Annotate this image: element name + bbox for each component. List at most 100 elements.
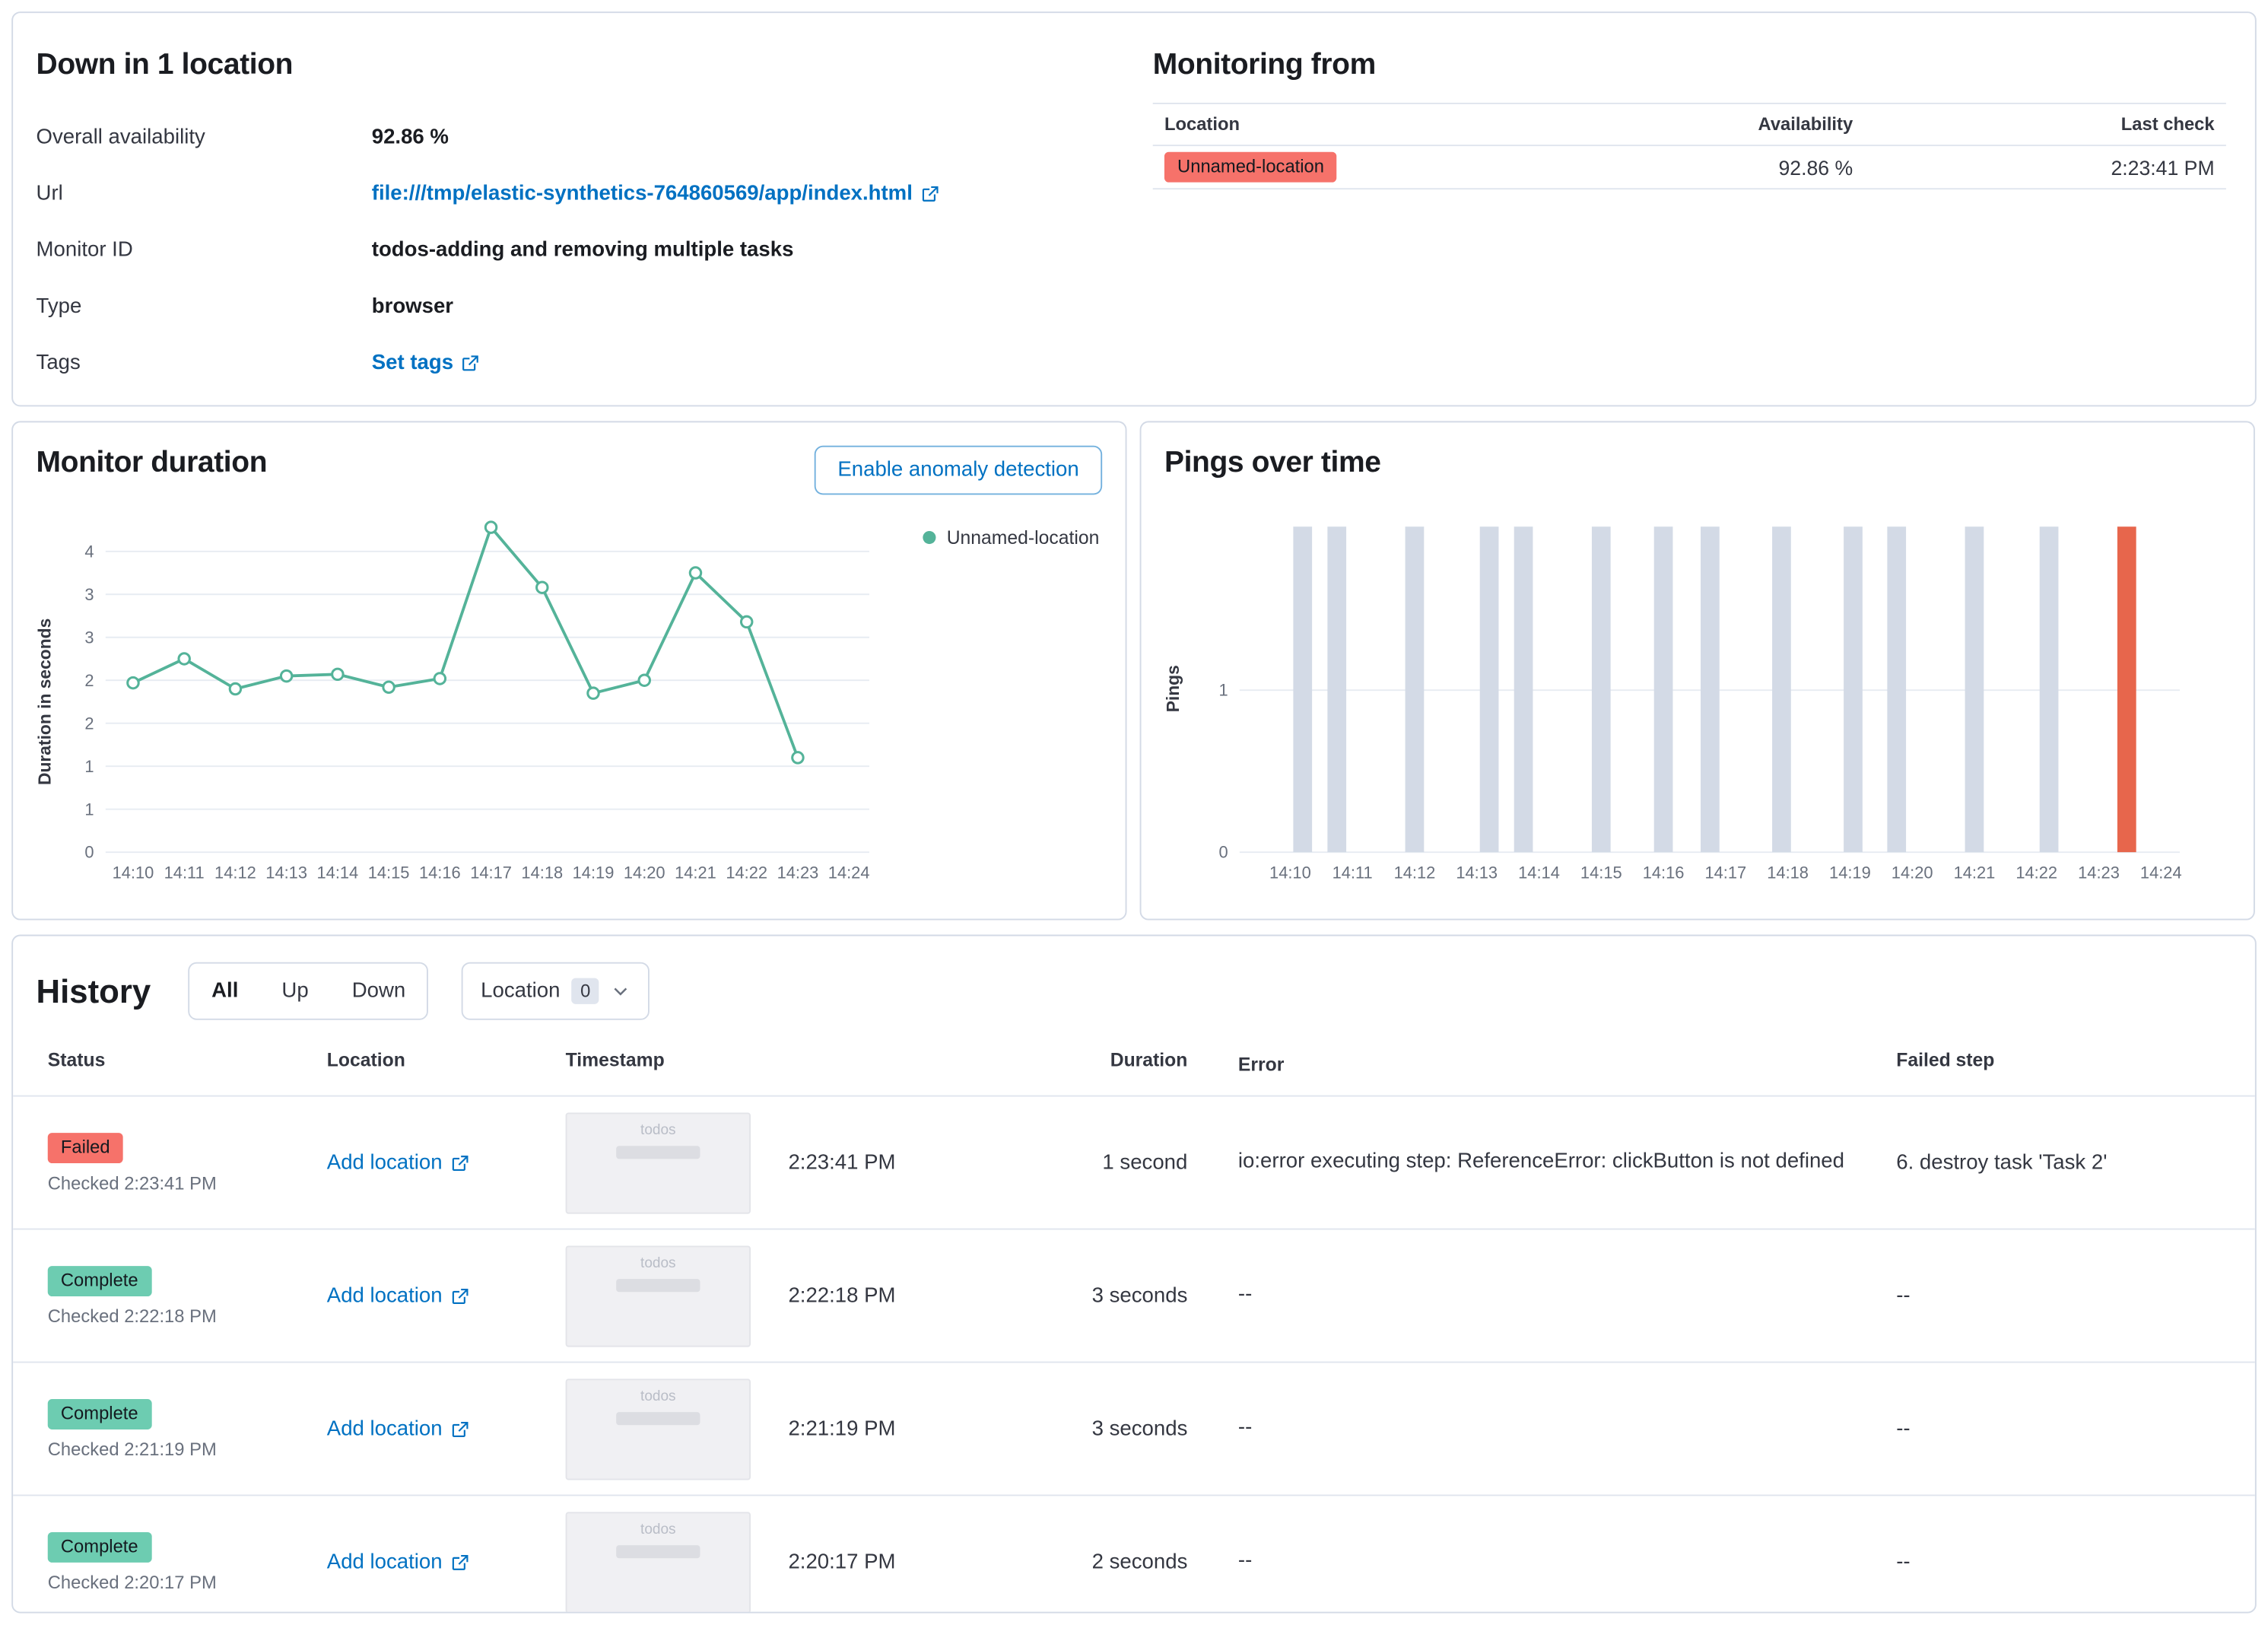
timestamp-cell: todos 2:21:19 PM <box>565 1378 1075 1480</box>
screenshot-thumbnail[interactable]: todos <box>565 1111 751 1213</box>
failed-step-cell: -- <box>1896 1417 1911 1441</box>
filter-up-button[interactable]: Up <box>260 964 330 1019</box>
status-summary-left: Down in 1 location Overall availability … <box>13 13 1141 405</box>
enable-anomaly-detection-button[interactable]: Enable anomaly detection <box>814 445 1103 495</box>
pings-bar-chart: 0 1 14:10 14:11 14:12 14:13 14:14 14:15 14:16 14:… <box>1164 526 2182 882</box>
svg-text:0: 0 <box>84 843 94 862</box>
timestamp-cell: todos 2:23:41 PM <box>565 1111 1075 1213</box>
set-tags-link[interactable]: Set tags <box>372 348 480 377</box>
monitoring-from-row: Unnamed-location 92.86 % 2:23:41 PM <box>1152 146 2226 190</box>
screenshot-thumbnail[interactable]: todos <box>565 1378 751 1480</box>
timestamp-value: 2:22:18 PM <box>788 1283 896 1308</box>
svg-text:3: 3 <box>84 585 94 604</box>
svg-text:14:15: 14:15 <box>1580 863 1622 882</box>
history-title: History <box>36 972 151 1010</box>
field-label: Type <box>36 294 82 319</box>
col-availability: Availability <box>1758 114 1853 135</box>
failed-step-cell: -- <box>1896 1283 1911 1308</box>
field-label: Tags <box>36 351 81 375</box>
svg-text:14:11: 14:11 <box>1333 863 1373 882</box>
timestamp-cell: todos 2:22:18 PM <box>565 1245 1075 1347</box>
field-url: Url file:///tmp/elastic-synthetics-76486… <box>37 180 1142 208</box>
svg-text:3: 3 <box>84 628 94 647</box>
history-panel: History All Up Down Location 0 Status Lo… <box>11 934 2257 1614</box>
svg-text:4: 4 <box>84 542 94 561</box>
col-timestamp: Timestamp <box>565 1048 665 1071</box>
svg-text:2: 2 <box>84 671 94 690</box>
svg-text:14:22: 14:22 <box>726 863 767 882</box>
field-value: 92.86 % <box>371 126 449 149</box>
availability-value: 92.86 % <box>1778 155 1853 179</box>
error-cell: io:error executing step: ReferenceError:… <box>1237 1150 1844 1174</box>
legend-label: Unnamed-location <box>946 526 1100 549</box>
field-tags: Tags Set tags <box>37 348 1142 377</box>
status-cell: Complete Checked 2:20:17 PM <box>47 1531 327 1592</box>
svg-text:14:10: 14:10 <box>1269 863 1311 882</box>
checked-timestamp: Checked 2:20:17 PM <box>47 1572 217 1592</box>
status-cell: Complete Checked 2:21:19 PM <box>47 1398 327 1459</box>
location-count-badge: 0 <box>571 978 599 1004</box>
failed-step-cell: 6. destroy task 'Task 2' <box>1896 1150 2108 1175</box>
timestamp-cell: todos 2:20:17 PM <box>565 1511 1075 1612</box>
monitor-duration-title: Monitor duration <box>36 445 268 479</box>
location-cell: Add location <box>327 1550 566 1573</box>
external-link-icon <box>462 355 479 371</box>
svg-text:14:20: 14:20 <box>1892 863 1933 882</box>
external-link-icon <box>452 1155 469 1171</box>
screenshot-thumbnail[interactable]: todos <box>565 1511 751 1612</box>
location-filter-dropdown[interactable]: Location 0 <box>462 962 650 1020</box>
status-summary-panel: Down in 1 location Overall availability … <box>11 11 2257 407</box>
history-table-row: Complete Checked 2:20:17 PM Add location… <box>13 1496 2255 1612</box>
svg-text:1: 1 <box>1218 681 1228 700</box>
duration-line-chart: 0 1 1 2 2 3 3 4 14:10 14:11 14:12 14:13 14:14 14:15 14… <box>37 520 870 882</box>
checked-timestamp: Checked 2:22:18 PM <box>47 1305 217 1326</box>
svg-text:14:12: 14:12 <box>1394 863 1436 882</box>
duration-cell: 2 seconds <box>1091 1550 1188 1574</box>
col-duration: Duration <box>1110 1048 1188 1071</box>
add-location-link[interactable]: Add location <box>327 1151 469 1174</box>
field-type: Type browser <box>37 292 1142 321</box>
external-link-icon <box>452 1288 469 1304</box>
field-overall-availability: Overall availability 92.86 % <box>37 123 1142 152</box>
svg-text:14:10: 14:10 <box>113 863 154 882</box>
screenshot-thumbnail[interactable]: todos <box>565 1245 751 1347</box>
charts-row: Monitor duration Enable anomaly detectio… <box>11 421 2257 921</box>
pings-over-time-panel: Pings over time 0 1 14:10 14:11 14:12 14:13 14… <box>1139 421 2255 921</box>
monitoring-from-table: Location Availability Last check Unnamed… <box>1152 103 2226 190</box>
error-cell: -- <box>1237 1549 1253 1573</box>
svg-text:14:17: 14:17 <box>1704 863 1746 882</box>
pings-over-time-title: Pings over time <box>1164 445 1381 479</box>
monitor-url-link[interactable]: file:///tmp/elastic-synthetics-764860569… <box>372 180 939 208</box>
status-cell: Failed Checked 2:23:41 PM <box>47 1132 327 1194</box>
svg-text:14:23: 14:23 <box>777 863 819 882</box>
svg-text:2: 2 <box>84 714 94 733</box>
filter-all-button[interactable]: All <box>190 964 260 1019</box>
thumbnail-caption: todos <box>640 1121 676 1138</box>
svg-text:14:13: 14:13 <box>1456 863 1498 882</box>
timestamp-value: 2:23:41 PM <box>788 1150 896 1175</box>
col-status: Status <box>47 1048 106 1071</box>
status-fields: Overall availability 92.86 % Url file://… <box>37 123 1142 378</box>
filter-down-button[interactable]: Down <box>330 964 427 1019</box>
status-cell: Complete Checked 2:22:18 PM <box>47 1265 327 1326</box>
history-table-row: Complete Checked 2:21:19 PM Add location… <box>13 1363 2255 1496</box>
status-filter-group: All Up Down <box>188 962 429 1020</box>
error-cell: -- <box>1237 1416 1253 1440</box>
history-table-header: Status Location Timestamp Duration Error… <box>13 1049 2255 1097</box>
thumbnail-caption: todos <box>640 1255 676 1271</box>
last-check-value: 2:23:41 PM <box>2111 155 2215 179</box>
checked-timestamp: Checked 2:23:41 PM <box>47 1172 217 1194</box>
svg-text:14:22: 14:22 <box>2015 863 2057 882</box>
duration-cell: 1 second <box>1102 1150 1188 1175</box>
add-location-link[interactable]: Add location <box>327 1550 469 1573</box>
svg-text:14:18: 14:18 <box>1767 863 1809 882</box>
thumbnail-placeholder-bar <box>616 1544 700 1558</box>
location-cell: Add location <box>327 1284 566 1307</box>
set-tags-text: Set tags <box>371 351 454 375</box>
add-location-link[interactable]: Add location <box>327 1284 469 1307</box>
monitoring-from-section: Monitoring from Location Availability La… <box>1142 13 2255 405</box>
add-location-link[interactable]: Add location <box>327 1417 469 1440</box>
svg-text:14:14: 14:14 <box>1518 863 1560 882</box>
checked-timestamp: Checked 2:21:19 PM <box>47 1439 217 1459</box>
url-text: file:///tmp/elastic-synthetics-764860569… <box>371 182 913 206</box>
